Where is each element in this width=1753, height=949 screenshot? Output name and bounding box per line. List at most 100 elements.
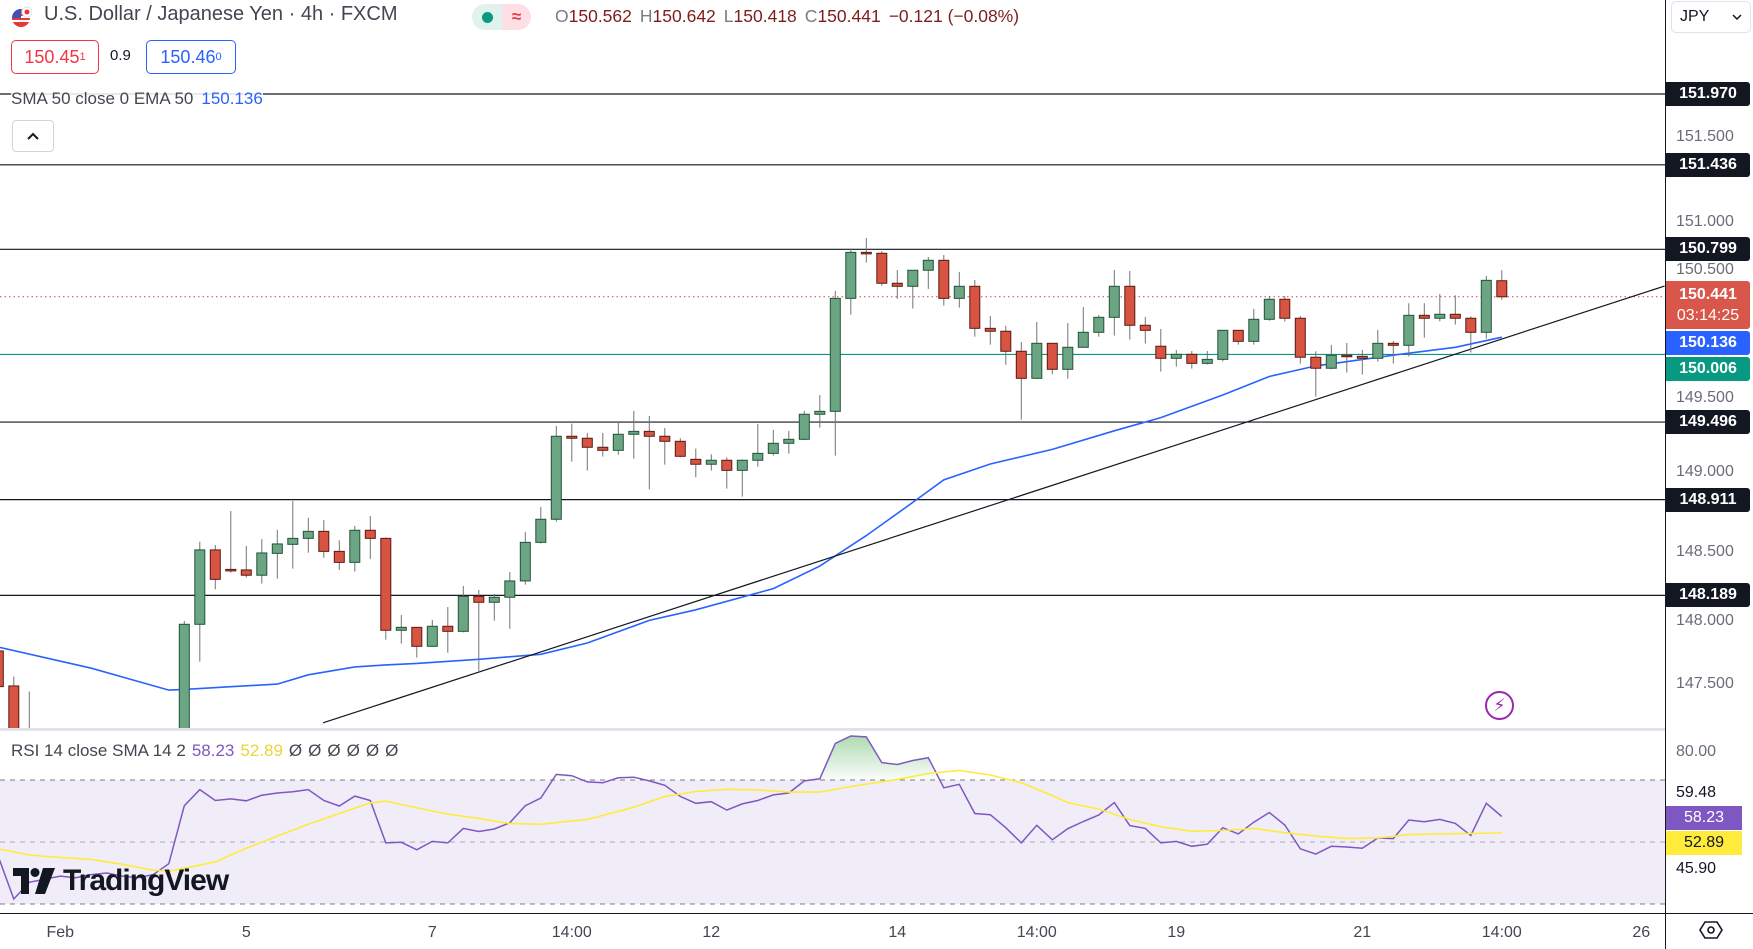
candle-body [1325, 354, 1337, 369]
trendline[interactable] [322, 285, 1665, 724]
candle-body [1434, 313, 1446, 319]
high-value: 150.642 [652, 6, 716, 26]
candle-body [287, 537, 299, 545]
rsi-sma-value-label: 52.89 [1666, 831, 1742, 855]
candle-body [736, 459, 748, 471]
rsi-value-label: 58.23 [1666, 806, 1742, 830]
candle [209, 544, 221, 590]
price-chart[interactable] [0, 0, 1665, 728]
candle [457, 585, 469, 633]
candle-body [597, 446, 609, 451]
candle [1015, 341, 1027, 420]
candle-body [1000, 330, 1012, 352]
candle-body [984, 327, 996, 332]
level-price-label: 151.970 [1666, 82, 1750, 107]
pane-separator[interactable] [0, 728, 1665, 731]
candle [225, 510, 237, 573]
candle [178, 620, 190, 728]
low-value: 150.418 [733, 6, 797, 26]
time-tick: Feb [46, 924, 75, 941]
price-tick: 151.000 [1676, 213, 1734, 230]
candle-body [0, 650, 4, 688]
bid-price: 150.45 [24, 46, 80, 67]
candle [1077, 306, 1089, 348]
candle-body [1124, 285, 1136, 326]
flash-icon[interactable]: ⚡ [1485, 691, 1514, 720]
market-open-dot-icon [472, 4, 502, 30]
ema-50-line [0, 336, 1502, 691]
candle [1263, 295, 1275, 321]
currency-dropdown[interactable]: JPY [1671, 1, 1751, 33]
candle-body [953, 285, 965, 299]
candle-body [1465, 317, 1477, 333]
candle-body [860, 251, 872, 255]
candle-body [938, 259, 950, 299]
indicator-legend[interactable]: SMA 50 close 0 EMA 50 150.136 [11, 89, 263, 109]
indicator-value: 150.136 [201, 89, 263, 108]
candle [488, 593, 500, 621]
candle-body [178, 623, 190, 728]
candle-body [1294, 317, 1306, 358]
candle [705, 454, 717, 471]
candle [798, 410, 810, 441]
candle-body [333, 550, 345, 563]
candle [1341, 342, 1353, 373]
tradingview-logo[interactable]: TradingView [13, 864, 229, 898]
candle-body [488, 596, 500, 603]
candle [721, 457, 733, 489]
candle [364, 515, 376, 559]
rsi-legend[interactable]: RSI 14 close SMA 14 2 58.23 52.89 Ø Ø Ø Ø Ø Ø [11, 741, 398, 761]
candle-body [1170, 353, 1182, 359]
candle [752, 423, 764, 467]
candle [0, 650, 4, 688]
high-label: H [639, 6, 653, 26]
buy-button[interactable]: 150.46 0 [146, 40, 236, 74]
candle-body [1046, 342, 1058, 370]
chevron-up-icon [27, 132, 39, 140]
candle [566, 423, 578, 462]
candle-body [395, 626, 407, 631]
candle [1093, 314, 1105, 337]
level-price-label: 149.496 [1666, 410, 1750, 435]
candle-body [550, 435, 562, 520]
candle-body [8, 685, 20, 728]
price-tick: 147.500 [1676, 675, 1734, 692]
sell-button[interactable]: 150.45 1 [11, 40, 99, 74]
candle-body [364, 529, 376, 539]
candle-body [271, 543, 283, 554]
candle [535, 506, 547, 544]
candle [690, 448, 702, 478]
candle-body [969, 285, 981, 329]
candle [1217, 329, 1229, 362]
candle [783, 430, 795, 454]
candle [628, 410, 640, 459]
level-price-label: 150.799 [1666, 237, 1750, 262]
candle [473, 589, 485, 671]
rsi-chart[interactable] [0, 731, 1665, 913]
collapse-legend-button[interactable] [12, 120, 54, 152]
chart-settings-icon[interactable] [1698, 920, 1724, 940]
time-tick: 12 [702, 924, 721, 941]
market-status-pill[interactable]: ≈ [472, 4, 531, 30]
price-tick: 148.000 [1676, 612, 1734, 629]
candle-body [1356, 355, 1368, 359]
candle [1434, 293, 1446, 322]
candle-body [1496, 280, 1508, 298]
candle [28, 691, 30, 728]
rsi-empty-value: Ø [385, 741, 399, 760]
candle-body [1403, 314, 1415, 346]
rsi-axis-label: 59.48 [1676, 784, 1717, 801]
candle-body [674, 440, 686, 457]
ohlc-readout: O150.562 H150.642 L150.418 C150.441 −0.121 (… [555, 6, 1027, 27]
bid-pip: 1 [79, 51, 86, 63]
symbol-title[interactable]: U.S. Dollar / Japanese Yen · 4h · FXCM [44, 3, 398, 25]
candle [1465, 316, 1477, 353]
candle [504, 571, 516, 629]
candle [240, 545, 252, 578]
candle [8, 676, 20, 728]
candle-body [225, 568, 237, 572]
level-price-label: 151.436 [1666, 152, 1750, 177]
bar-countdown: 03:14:25 [1676, 307, 1740, 324]
candle [845, 248, 857, 315]
candle [395, 615, 407, 644]
